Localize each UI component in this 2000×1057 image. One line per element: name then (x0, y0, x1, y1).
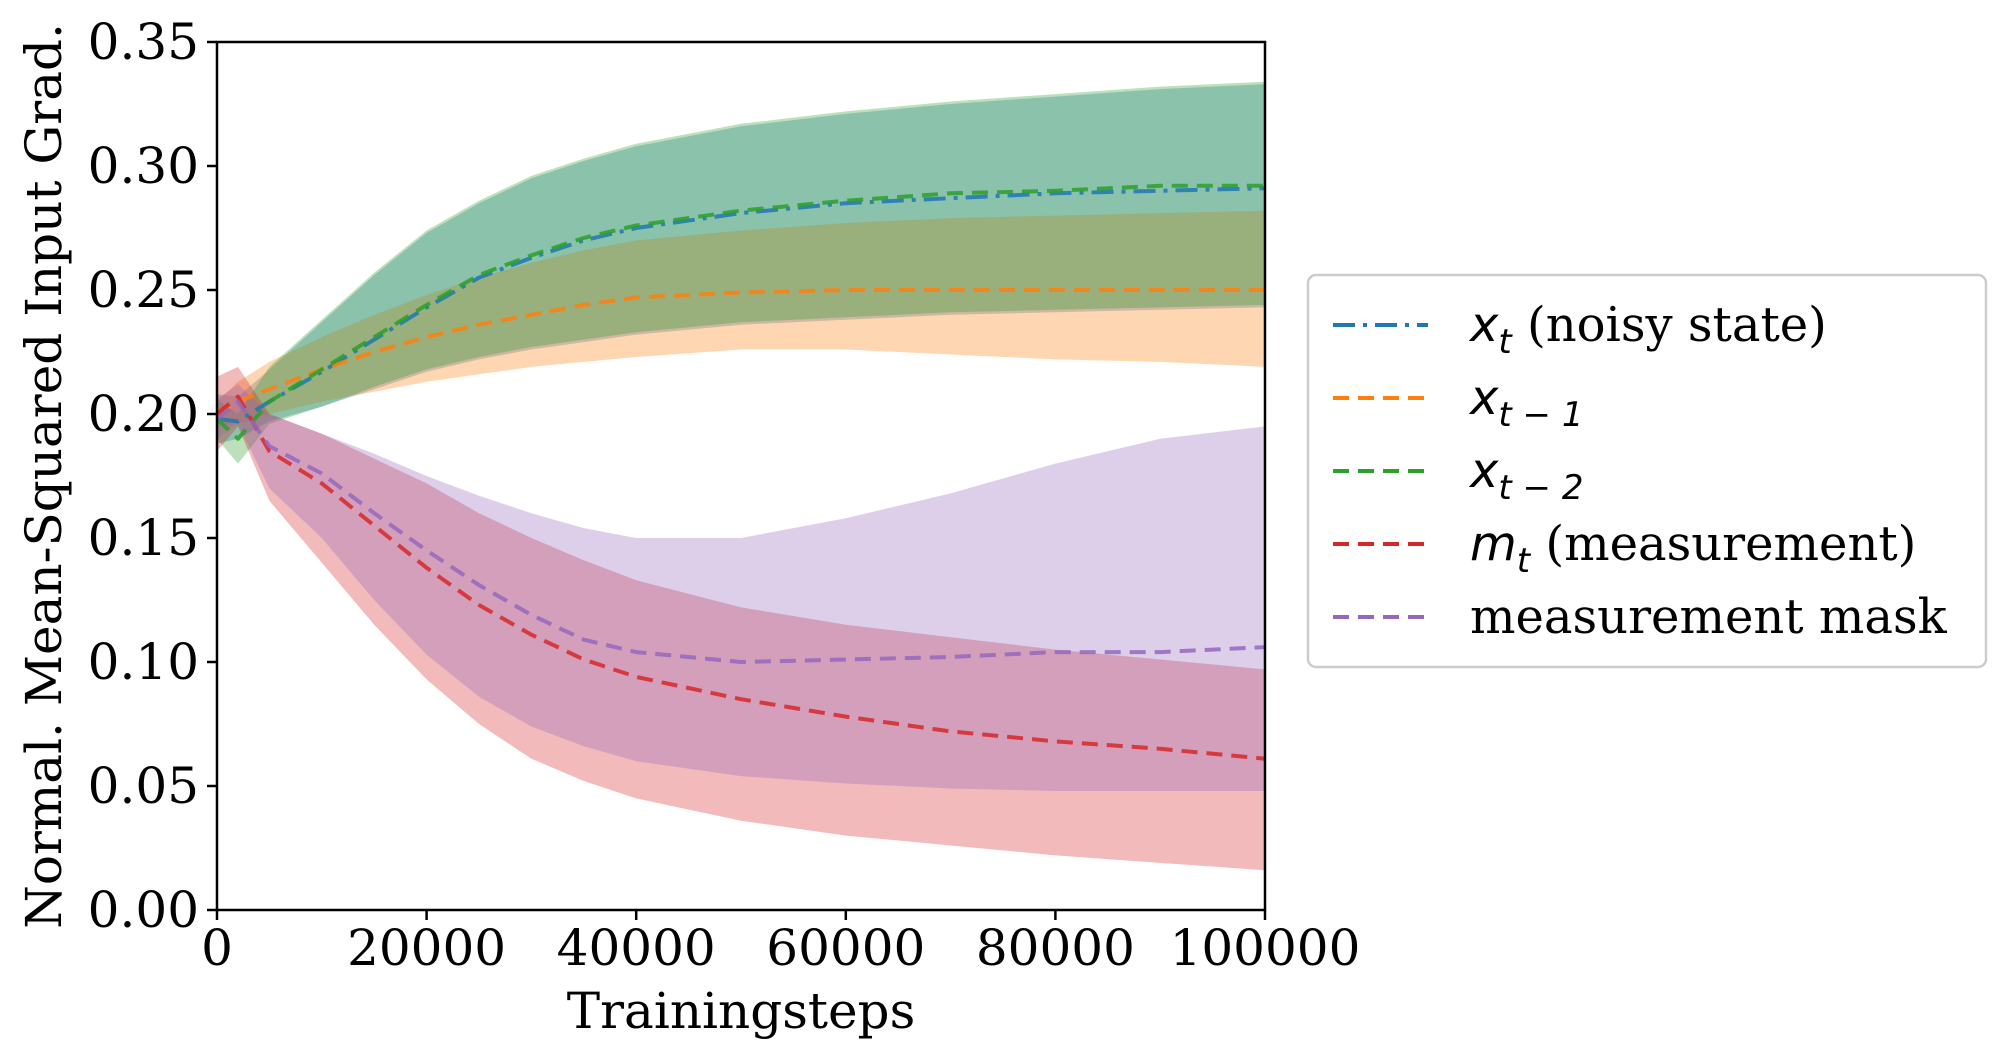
line-x-t-2 (215, 183, 1265, 441)
y-tick-label: 0.30 (88, 137, 199, 195)
line-m-t-measurement (215, 394, 1266, 761)
y-tick-label: 0.35 (88, 13, 199, 71)
line-x-t-1 (215, 288, 1265, 416)
x-tick-label: 0 (201, 919, 233, 977)
line-measurement-mask (215, 399, 1266, 664)
band-measurement-mask (217, 384, 1265, 791)
x-tick-label: 60000 (766, 919, 925, 977)
y-tick-label: 0.10 (88, 633, 199, 691)
y-tick-label: 0.15 (88, 509, 199, 567)
x-tick-label: 80000 (976, 919, 1135, 977)
y-tick-label: 0.20 (88, 385, 199, 443)
legend-label-x-t-1: xt − 1 (1468, 370, 1583, 435)
legend: xt (noisy state) xt − 1 xt − 2 mt (measurem… (1306, 273, 1988, 669)
legend-label-measurement-mask: measurement mask (1470, 589, 1948, 645)
x-axis: 0 20000 40000 60000 80000 100000 (201, 910, 1360, 977)
legend-frame (1306, 273, 1988, 669)
band-x-t-noisy-state (217, 84, 1265, 444)
x-tick-label: 40000 (557, 919, 716, 977)
x-tick-label: 20000 (347, 919, 506, 977)
band-x-t-1 (217, 210, 1265, 427)
y-tick-label: 0.25 (88, 261, 199, 319)
x-tick-label: 100000 (1170, 919, 1361, 977)
y-tick-label: 0.00 (88, 881, 199, 939)
confidence-bands (217, 81, 1265, 871)
y-axis-label: Normal. Mean-Squared Input Grad. (15, 23, 73, 929)
plot-frame (215, 40, 1267, 912)
legend-label-m-t-measurement: mt (measurement) (1470, 516, 1916, 581)
mean-lines (215, 183, 1266, 761)
y-axis: 0.00 0.05 0.10 0.15 0.20 0.25 0.30 0.35 (88, 13, 217, 939)
band-m-t-measurement (217, 366, 1265, 871)
legend-label-x-t-2: xt − 2 (1468, 443, 1583, 508)
band-x-t-2 (217, 81, 1265, 464)
legend-label-x-t-noisy-state: xt (noisy state) (1468, 297, 1827, 362)
y-tick-label: 0.05 (88, 757, 199, 815)
x-axis-label: Trainingsteps (567, 982, 915, 1040)
